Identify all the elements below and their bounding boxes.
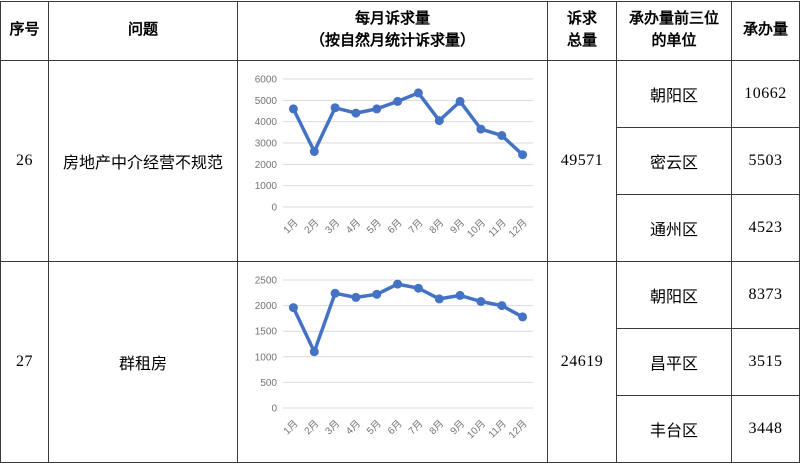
monthly-line-chart-26: 0 1000 2000 3000 4000 5000 6000 1月 2月 3月 4月 5月 6月 7月 8… — [243, 69, 543, 253]
svg-text:2000: 2000 — [254, 160, 277, 171]
svg-text:8月: 8月 — [426, 217, 445, 236]
col-header-units-line1: 承办量前三位 — [628, 11, 719, 28]
svg-text:0: 0 — [271, 404, 277, 415]
col-header-total-line1: 诉求 — [566, 11, 597, 28]
svg-text:2500: 2500 — [254, 276, 277, 287]
unit-volume-cell: 3448 — [731, 395, 800, 463]
svg-text:5月: 5月 — [364, 217, 383, 236]
unit-name-cell: 朝阳区 — [616, 60, 732, 128]
svg-text:1500: 1500 — [254, 327, 277, 338]
svg-text:1月: 1月 — [281, 217, 300, 236]
col-header-problem-label: 问题 — [127, 22, 158, 39]
total-cell-26: 49571 — [547, 60, 617, 262]
svg-text:2月: 2月 — [301, 418, 320, 437]
col-header-problem: 问题 — [48, 1, 238, 61]
col-header-serial: 序号 — [0, 1, 49, 61]
svg-text:5月: 5月 — [364, 418, 383, 437]
col-header-total: 诉求 总量 — [547, 1, 617, 61]
monthly-line-chart-27: 0 500 1000 1500 2000 2500 1月 2月 3月 4月 5月 6月 7月 8月 9月 10… — [243, 270, 543, 454]
problem-cell-26: 房地产中介经营不规范 — [48, 60, 238, 262]
total-cell-27: 24619 — [547, 261, 617, 463]
svg-text:1000: 1000 — [254, 352, 277, 363]
svg-text:6月: 6月 — [385, 418, 404, 437]
unit-volume-cell: 3515 — [731, 328, 800, 396]
svg-text:6月: 6月 — [385, 217, 404, 236]
svg-text:0: 0 — [271, 203, 277, 214]
svg-text:9月: 9月 — [447, 418, 466, 437]
col-header-total-line2: 总量 — [566, 33, 597, 49]
svg-text:4月: 4月 — [343, 418, 362, 437]
unit-volume-cell: 4523 — [731, 194, 800, 262]
svg-text:2月: 2月 — [301, 217, 320, 236]
col-header-monthly-line1: 每月诉求量 — [354, 11, 430, 28]
svg-text:1月: 1月 — [281, 418, 300, 437]
unit-name-cell: 朝阳区 — [616, 261, 732, 329]
svg-text:8月: 8月 — [426, 418, 445, 437]
svg-text:10月: 10月 — [464, 217, 487, 240]
svg-text:7月: 7月 — [406, 217, 425, 236]
svg-text:4000: 4000 — [254, 117, 277, 128]
svg-text:10月: 10月 — [464, 418, 487, 441]
problem-cell-27: 群租房 — [48, 261, 238, 463]
serial-cell-26: 26 — [0, 60, 49, 262]
unit-volume-cell: 5503 — [731, 127, 800, 195]
col-header-monthly: 每月诉求量 （按自然月统计诉求量） — [237, 1, 548, 61]
svg-text:4月: 4月 — [343, 217, 362, 236]
svg-text:1000: 1000 — [254, 181, 277, 192]
svg-text:5000: 5000 — [254, 96, 277, 107]
col-header-monthly-line2: （按自然月统计诉求量） — [309, 33, 475, 49]
col-header-volume: 承办量 — [731, 1, 800, 61]
unit-volume-cell: 8373 — [731, 261, 800, 329]
col-header-volume-label: 承办量 — [742, 22, 788, 39]
monthly-chart-cell-27: 0 500 1000 1500 2000 2500 1月 2月 3月 4月 5月 6月 7月 8月 9月 10… — [237, 261, 548, 463]
col-header-units-line2: 的单位 — [651, 33, 697, 49]
svg-text:11月: 11月 — [485, 217, 508, 240]
table-header-row: 序号 问题 每月诉求量 （按自然月统计诉求量） 诉求 总量 承办量前三位 的单位 — [0, 1, 800, 61]
col-header-serial-label: 序号 — [9, 22, 40, 39]
monthly-chart-cell-26: 0 1000 2000 3000 4000 5000 6000 1月 2月 3月 4月 5月 6月 7月 8… — [237, 60, 548, 262]
svg-text:3月: 3月 — [322, 418, 341, 437]
svg-text:11月: 11月 — [485, 418, 508, 441]
table-row: 丰台区 3448 — [1, 395, 800, 463]
svg-text:9月: 9月 — [447, 217, 466, 236]
svg-text:3000: 3000 — [254, 139, 277, 150]
table-row: 通州区 4523 — [1, 194, 800, 262]
svg-text:2000: 2000 — [254, 301, 277, 312]
unit-name-cell: 密云区 — [616, 127, 732, 195]
svg-text:12月: 12月 — [506, 418, 529, 441]
svg-text:500: 500 — [260, 378, 277, 389]
svg-text:7月: 7月 — [406, 418, 425, 437]
unit-volume-cell: 10662 — [731, 60, 800, 128]
col-header-units: 承办量前三位 的单位 — [616, 1, 732, 61]
table-row: 27 群租房 0 500 1000 1500 2000 2500 1月 2月 3月 4月 5月 6月 7… — [0, 261, 800, 463]
svg-text:3月: 3月 — [322, 217, 341, 236]
unit-name-cell: 昌平区 — [616, 328, 732, 396]
unit-name-cell: 丰台区 — [616, 395, 732, 463]
table-row: 26 房地产中介经营不规范 0 1000 2000 3000 4000 5000 6000 1… — [0, 60, 800, 262]
unit-name-cell: 通州区 — [616, 194, 732, 262]
svg-text:12月: 12月 — [506, 217, 529, 240]
svg-text:6000: 6000 — [254, 75, 277, 86]
serial-cell-27: 27 — [0, 261, 49, 463]
